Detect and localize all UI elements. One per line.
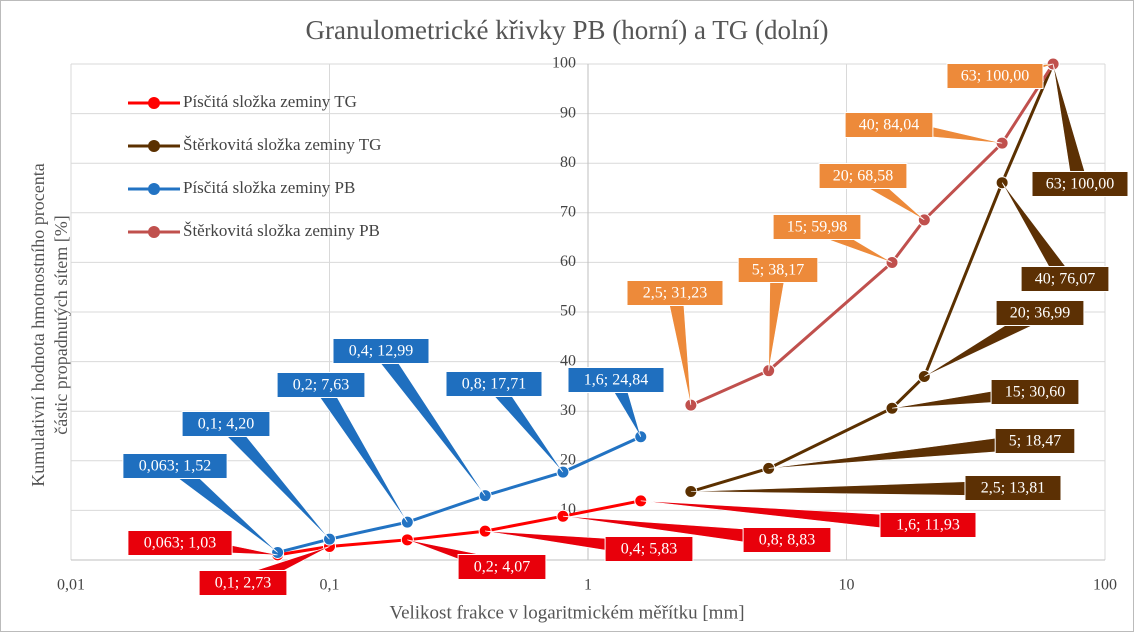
y-axis-title: částic propadnutých sítem [%] (51, 215, 71, 434)
data-label: 20; 36,99 (1010, 305, 1070, 322)
y-tick-label: 100 (552, 55, 576, 72)
data-label: 0,1; 4,20 (198, 416, 254, 433)
legend-label: Štěrkovitá složka zeminy PB (183, 221, 380, 240)
y-tick-label: 70 (560, 203, 576, 220)
x-axis-title: Velikost frakce v logaritmickém měřítku … (389, 602, 744, 623)
label-box (198, 570, 288, 596)
label-box (994, 428, 1076, 454)
label-box (772, 214, 862, 240)
data-label: 15; 59,98 (787, 219, 847, 236)
label-box (604, 536, 694, 562)
label-box (1031, 171, 1129, 197)
data-label: 20; 68,58 (833, 168, 893, 185)
label-box (1020, 266, 1110, 292)
series-line (277, 499, 642, 557)
y-tick-label: 50 (560, 303, 576, 320)
y-tick-label: 90 (560, 104, 576, 121)
data-labels: 0,063; 1,03 0,1; 2,73 0,2; 4,07 0,4; 5,83 0,… (122, 63, 1129, 596)
legend-marker (148, 97, 160, 109)
y-tick-label: 30 (560, 402, 576, 419)
data-label: 40; 84,04 (859, 117, 919, 134)
x-tick-label: 0,01 (57, 577, 85, 594)
series-line (277, 435, 642, 554)
label-box (567, 367, 665, 393)
label-box (332, 338, 430, 364)
legend-marker (148, 140, 160, 152)
y-tick-label: 20 (560, 451, 576, 468)
label-box (445, 371, 543, 397)
legend-label: Písčitá složka zeminy PB (183, 178, 355, 197)
data-label: 0,1; 2,73 (215, 575, 271, 592)
lines (277, 63, 1055, 557)
series-line (690, 63, 1055, 407)
data-label: 0,063; 1,52 (139, 458, 211, 475)
data-label: 0,8; 8,83 (759, 532, 815, 549)
y-tick-label: 60 (560, 253, 576, 270)
label-box (122, 453, 228, 479)
data-label: 2,5; 13,81 (981, 480, 1045, 497)
label-box (626, 280, 724, 306)
data-label: 5; 18,47 (1009, 433, 1061, 450)
data-label: 0,8; 17,71 (462, 376, 526, 393)
data-label: 1,6; 24,84 (584, 372, 648, 389)
label-box (946, 63, 1044, 89)
y-axis-title: Kumulativní hodnota hmotnostního procent… (28, 163, 48, 486)
data-label: 0,2; 4,07 (474, 559, 530, 576)
data-label: 2,5; 31,23 (643, 285, 707, 302)
x-tick-label: 100 (1093, 577, 1117, 594)
label-box (276, 372, 366, 398)
label-box (127, 530, 233, 556)
chart-title: Granulometrické křivky PB (horní) a TG (… (306, 15, 829, 45)
data-label: 40; 76,07 (1035, 271, 1095, 288)
legend-marker (148, 183, 160, 195)
label-box (964, 475, 1062, 501)
data-label: 0,4; 12,99 (349, 343, 413, 360)
data-label: 0,063; 1,03 (144, 535, 216, 552)
data-label: 63; 100,00 (1046, 176, 1114, 193)
x-tick-label: 0,1 (320, 577, 340, 594)
label-box (181, 411, 271, 437)
y-tick-label: 40 (560, 352, 576, 369)
label-box (818, 163, 908, 189)
data-label: 5; 38,17 (752, 262, 804, 279)
label-box (844, 112, 934, 138)
y-tick-label: 80 (560, 154, 576, 171)
label-box (990, 379, 1080, 405)
data-label: 1,6; 11,93 (896, 517, 960, 534)
data-label: 15; 30,60 (1005, 384, 1065, 401)
data-label: 63; 100,00 (961, 68, 1029, 85)
legend-marker (148, 226, 160, 238)
x-tick-label: 1 (584, 577, 592, 594)
x-tick-label: 10 (839, 577, 855, 594)
label-box (457, 554, 547, 580)
label-box (879, 512, 977, 538)
series-line (690, 63, 1055, 493)
data-label: 0,2; 7,63 (293, 377, 349, 394)
label-box (737, 257, 819, 283)
label-box (742, 527, 832, 553)
legend-label: Štěrkovitá složka zeminy TG (183, 135, 381, 154)
legend-label: Písčitá složka zeminy TG (183, 92, 357, 111)
label-box (995, 300, 1085, 326)
data-label: 0,4; 5,83 (621, 541, 677, 558)
